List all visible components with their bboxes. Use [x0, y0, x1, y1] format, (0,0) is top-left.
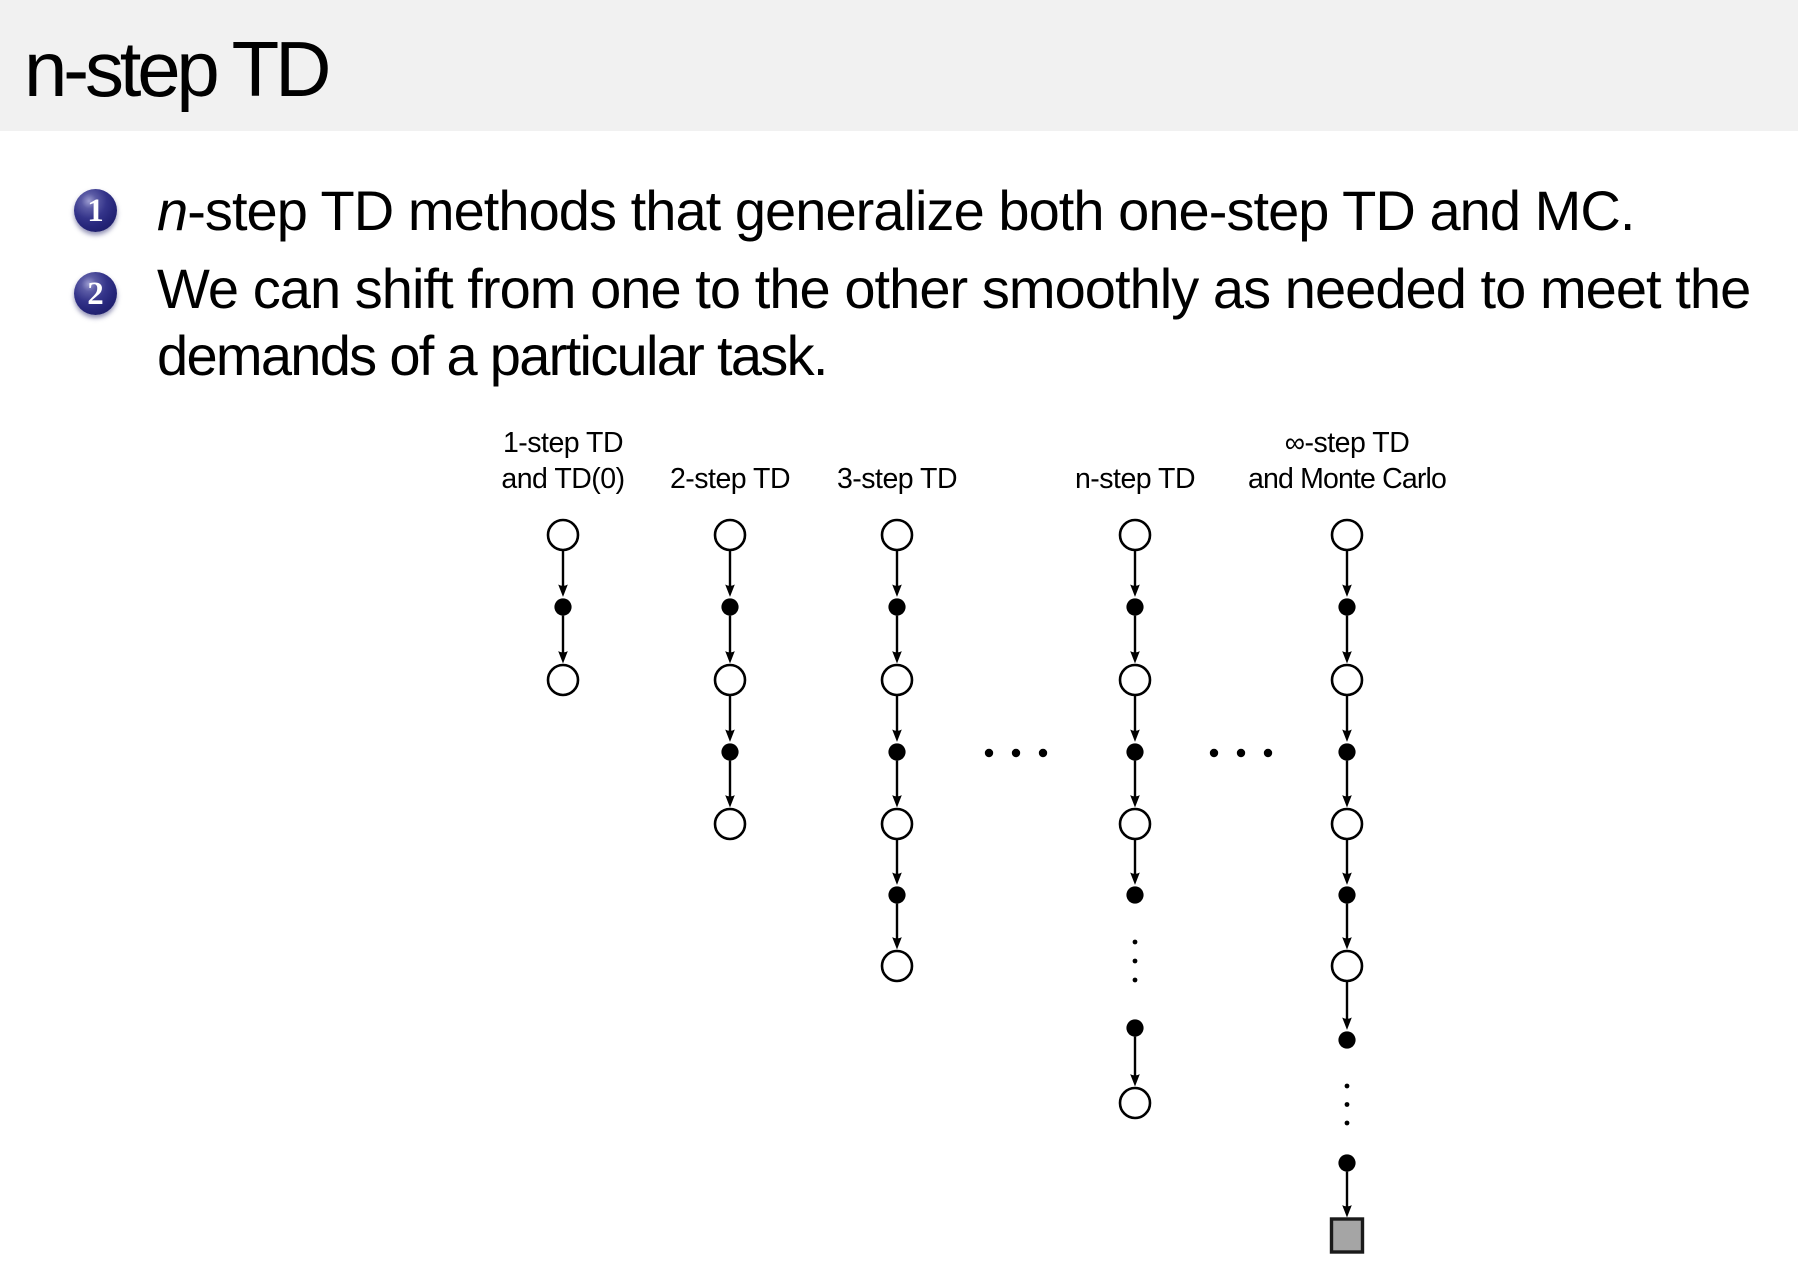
svg-text:1-step TD: 1-step TD [503, 427, 623, 459]
svg-text:3-step TD: 3-step TD [837, 463, 957, 495]
svg-text:and Monte Carlo: and Monte Carlo [1248, 463, 1446, 495]
svg-text:n-step TD: n-step TD [1075, 463, 1195, 495]
svg-text:2-step TD: 2-step TD [670, 463, 790, 495]
svg-text:and TD(0): and TD(0) [501, 463, 624, 495]
svg-text:∞-step TD: ∞-step TD [1285, 427, 1410, 459]
